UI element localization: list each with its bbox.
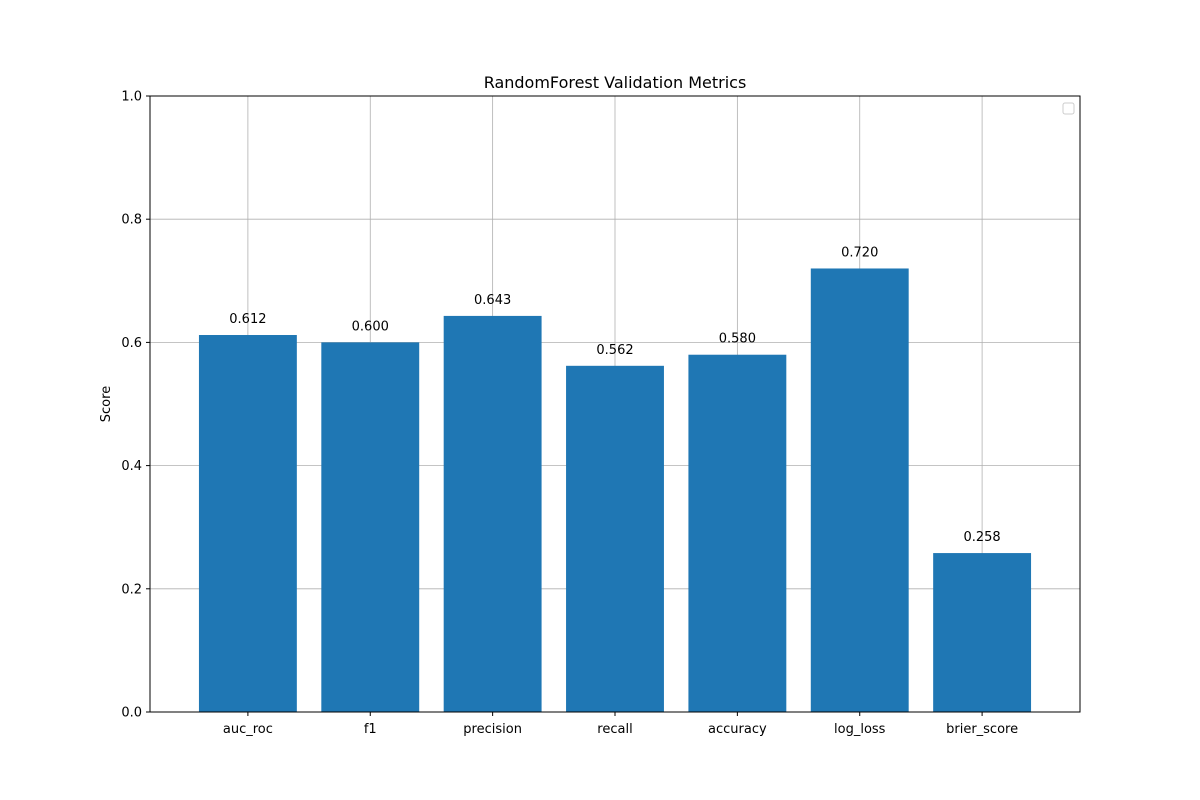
- y-tick-label: 0.2: [121, 582, 142, 597]
- value-label-recall: 0.562: [596, 343, 633, 358]
- value-label-f1: 0.600: [352, 319, 389, 334]
- bar-accuracy: [688, 354, 787, 712]
- value-label-log_loss: 0.720: [841, 245, 878, 260]
- bar-precision: [443, 315, 542, 712]
- value-label-precision: 0.643: [474, 293, 511, 308]
- x-tick-label-accuracy: accuracy: [708, 722, 767, 737]
- value-label-accuracy: 0.580: [719, 332, 756, 347]
- x-tick-label-precision: precision: [463, 722, 522, 737]
- value-label-brier_score: 0.258: [963, 530, 1000, 545]
- bars-layer: [198, 268, 1032, 712]
- bar-brier_score: [933, 553, 1032, 712]
- y-tick-label: 0.8: [121, 213, 142, 228]
- x-tick-label-recall: recall: [597, 722, 632, 737]
- legend-box: [1062, 102, 1075, 115]
- chart-title: RandomForest Validation Metrics: [484, 73, 747, 92]
- bar-log_loss: [810, 268, 909, 712]
- y-axis-label: Score: [99, 386, 114, 422]
- y-tick-label: 0.6: [121, 336, 142, 351]
- value-label-auc_roc: 0.612: [229, 312, 266, 327]
- bar-auc_roc: [198, 335, 297, 712]
- x-tick-label-f1: f1: [364, 722, 377, 737]
- y-tick-label: 0.4: [121, 459, 142, 474]
- ticks-layer: 0.0 0.2 0.4 0.6 0.8 1.0 auc_roc f1 precision reca…: [121, 90, 1018, 738]
- value-labels-layer: 0.612 0.600 0.643 0.562 0.580 0.720 0.258: [229, 245, 1000, 545]
- y-tick-label: 0.0: [121, 706, 142, 721]
- bar-recall: [566, 365, 664, 712]
- x-tick-label-auc_roc: auc_roc: [223, 722, 273, 737]
- bar-f1: [321, 342, 420, 712]
- x-tick-label-brier_score: brier_score: [946, 722, 1018, 737]
- x-tick-label-log_loss: log_loss: [834, 722, 886, 737]
- y-tick-label: 1.0: [121, 90, 142, 105]
